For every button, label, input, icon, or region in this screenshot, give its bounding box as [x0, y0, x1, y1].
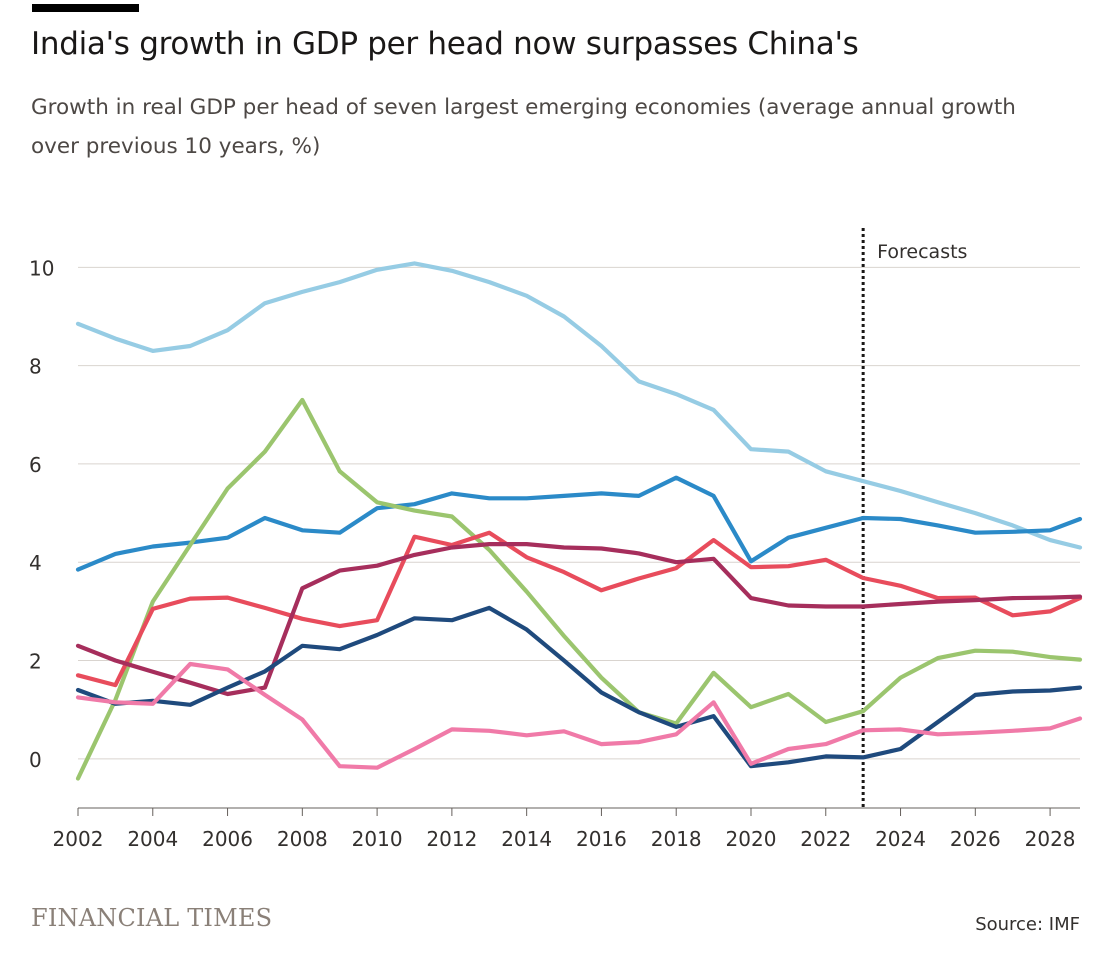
- series-line-2: [75, 475, 1083, 572]
- x-tick-label: 2026: [950, 827, 1001, 851]
- x-tick-label: 2008: [277, 827, 328, 851]
- x-tick-label: 2016: [576, 827, 627, 851]
- x-tick-label: 2006: [202, 827, 253, 851]
- series-line-3: [75, 397, 1083, 781]
- header-accent-bar: [32, 4, 139, 12]
- y-tick-label: 8: [29, 355, 42, 379]
- x-tick-label: 2022: [800, 827, 851, 851]
- x-tick-label: 2014: [501, 827, 552, 851]
- chart-title: India's growth in GDP per head now surpa…: [31, 26, 859, 62]
- x-tick-label: 2010: [352, 827, 403, 851]
- x-tick-label: 2012: [426, 827, 477, 851]
- x-tick-label: 2024: [875, 827, 926, 851]
- chart-subtitle: Growth in real GDP per head of seven lar…: [31, 95, 1016, 159]
- x-tick-label: 2028: [1025, 827, 1076, 851]
- y-tick-label: 2: [29, 650, 42, 674]
- source-note: Source: IMF: [975, 914, 1080, 935]
- series-line-4: [75, 530, 1083, 688]
- forecast-annotation: Forecasts: [877, 241, 967, 263]
- y-tick-label: 10: [29, 256, 54, 280]
- y-tick-label: 6: [29, 453, 42, 477]
- x-tick-label: 2020: [726, 827, 777, 851]
- publisher-logo: FINANCIAL TIMES: [31, 904, 273, 932]
- x-tick-label: 2004: [127, 827, 178, 851]
- x-tick-label: 2018: [651, 827, 702, 851]
- series-line-1: [75, 261, 1083, 550]
- series-line-5: [75, 541, 1083, 697]
- series-line-6: [75, 605, 1083, 769]
- y-tick-label: 0: [29, 748, 42, 772]
- x-tick-label: 2002: [53, 827, 104, 851]
- y-tick-label: 4: [29, 551, 42, 575]
- series-line-7: [75, 661, 1083, 770]
